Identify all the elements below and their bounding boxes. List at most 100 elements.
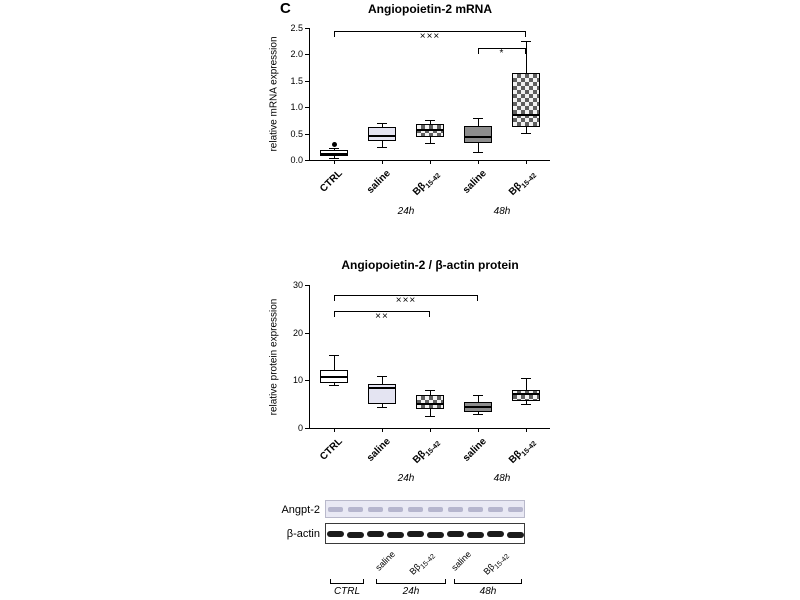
- box-plot-box: [512, 72, 540, 128]
- blot-row-label-angpt2: Angpt-2: [281, 504, 320, 516]
- whisker-cap-top: [473, 395, 483, 397]
- y-tick-label: 30: [292, 280, 303, 290]
- sig-bracket: [334, 30, 526, 37]
- whisker-cap-bottom: [377, 146, 387, 148]
- x-tick-mark: [430, 428, 431, 432]
- blot-band-bactin: [327, 531, 344, 537]
- x-category-label: saline: [364, 436, 393, 464]
- whisker-cap-bottom: [329, 385, 339, 387]
- x-tick-mark: [478, 428, 479, 432]
- whisker-cap-bottom: [473, 152, 483, 154]
- y-tick-mark: [305, 285, 309, 286]
- sig-label: ×××: [395, 294, 417, 306]
- y-tick-mark: [305, 332, 309, 334]
- y-tick-label: 1.0: [290, 102, 303, 113]
- sig-bracket: [478, 48, 526, 55]
- blot-group-label: 24h: [402, 586, 420, 597]
- y-tick-label: 0.5: [290, 128, 303, 139]
- blot-row-label-bactin: β-actin: [286, 528, 320, 540]
- whisker-cap-top: [521, 41, 531, 43]
- x-group-label: 24h: [397, 473, 415, 484]
- y-tick-mark: [305, 28, 309, 29]
- y-tick-mark: [305, 380, 309, 382]
- x-category-label: Bβ15-42: [410, 440, 443, 466]
- box-chart-mrna: Angiopoietin-2 mRNA relative mRNA express…: [250, 0, 560, 250]
- blot-band-bactin: [407, 531, 424, 537]
- box-plot-box: [368, 384, 396, 405]
- blot-band-angpt2: [488, 507, 503, 512]
- blot-band-angpt2: [508, 507, 523, 512]
- y-tick-label: 10: [292, 375, 303, 386]
- whisker-cap-top: [521, 377, 531, 379]
- median-line: [417, 403, 443, 406]
- median-line: [465, 135, 491, 138]
- x-category-label: saline: [460, 168, 489, 196]
- box-chart-protein: Angiopoietin-2 / β-actin protein relative…: [250, 252, 560, 494]
- blot-band-angpt2: [408, 507, 423, 512]
- blot-band-bactin: [367, 531, 384, 537]
- blot-band-angpt2: [448, 507, 463, 512]
- blot-band-angpt2: [428, 507, 443, 512]
- blot-band-bactin: [507, 532, 524, 538]
- whisker-cap-bottom: [521, 404, 531, 406]
- blot-band-angpt2: [328, 507, 343, 512]
- blot-strip-angpt2: [325, 500, 525, 518]
- y-tick-label: 2.5: [290, 23, 303, 33]
- y-tick-label: 0: [297, 423, 303, 433]
- x-tick-mark: [526, 160, 527, 164]
- median-line: [513, 393, 539, 396]
- whisker-cap-bottom: [425, 416, 435, 418]
- whisker-cap-bottom: [521, 133, 531, 135]
- blot-band-bactin: [427, 532, 444, 538]
- sig-bracket: [334, 311, 430, 318]
- y-axis: [309, 285, 310, 428]
- sig-label: ×××: [419, 30, 441, 42]
- y-tick-mark: [305, 160, 309, 161]
- blot-group-bracket: [376, 579, 446, 584]
- y-tick-label: 1.5: [290, 75, 303, 86]
- x-group-label: 48h: [493, 473, 511, 484]
- blot-band-angpt2: [388, 507, 403, 512]
- y-tick-label: 0.0: [290, 155, 303, 165]
- x-tick-mark: [382, 160, 383, 164]
- sig-label: *: [499, 48, 505, 60]
- chart-title: Angiopoietin-2 mRNA: [368, 2, 492, 16]
- x-category-label: Bβ15-42: [506, 440, 539, 466]
- blot-band-bactin: [387, 532, 404, 538]
- chart-title: Angiopoietin-2 / β-actin protein: [341, 258, 519, 272]
- whisker-cap-top: [377, 376, 387, 378]
- blot-lane-label: saline: [373, 549, 398, 573]
- whisker-cap-top: [329, 355, 339, 357]
- sig-label: ××: [375, 311, 389, 323]
- blot-strip-bactin: [325, 523, 525, 544]
- x-axis: [309, 428, 550, 429]
- blot-group-label: 48h: [479, 586, 497, 597]
- y-tick-mark: [305, 107, 309, 109]
- x-group-label: 48h: [493, 206, 511, 217]
- blot-group-bracket: [330, 579, 364, 584]
- y-axis: [309, 28, 310, 160]
- x-category-label: Bβ15-42: [410, 172, 443, 198]
- whisker-cap-top: [473, 117, 483, 119]
- x-category-label: CTRL: [318, 436, 345, 463]
- x-category-label: Bβ15-42: [506, 172, 539, 198]
- x-group-label: 24h: [397, 206, 415, 217]
- whisker-cap-bottom: [425, 143, 435, 145]
- western-blot: Angpt-2 β-actin saline Bβ15-42 saline Bβ15-42…: [250, 495, 560, 600]
- whisker-cap-top: [425, 389, 435, 391]
- blot-band-angpt2: [348, 507, 363, 512]
- box-plot-box: [512, 389, 540, 401]
- blot-band-bactin: [447, 531, 464, 537]
- box-plot-box: [368, 126, 396, 141]
- x-tick-mark: [334, 428, 335, 432]
- blot-lane-label: saline: [449, 549, 474, 573]
- whisker-cap-top: [329, 148, 339, 150]
- median-line: [369, 386, 395, 389]
- blot-band-bactin: [347, 532, 364, 538]
- median-line: [513, 114, 539, 117]
- x-category-label: saline: [364, 168, 393, 196]
- median-line: [417, 128, 443, 131]
- outlier-dot: [332, 142, 337, 148]
- box-plot-box: [416, 395, 444, 409]
- y-axis-label: relative protein expression: [268, 298, 280, 415]
